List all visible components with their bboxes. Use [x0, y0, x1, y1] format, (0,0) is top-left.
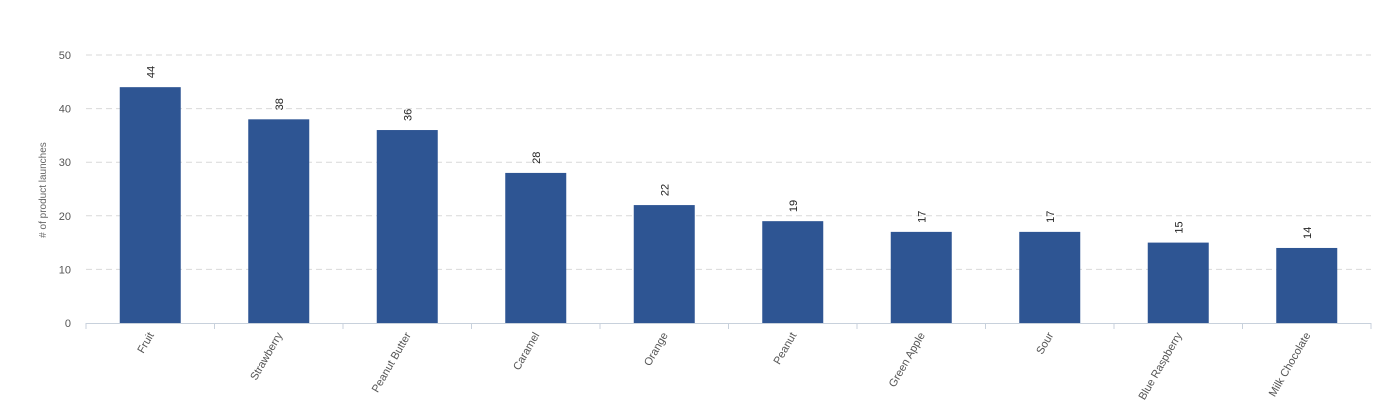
x-axis-tick-labels: Fruit Strawberry Peanut Butter Caramel Orang… [135, 330, 1313, 402]
data-label: 38 [274, 98, 286, 110]
data-label: 17 [916, 211, 928, 223]
x-tick-label: Orange [642, 331, 671, 369]
data-labels: 44 38 36 28 22 19 17 17 15 14 [145, 66, 1314, 239]
y-axis-tick-labels: 0 10 20 30 40 50 [59, 50, 71, 330]
bar [1019, 231, 1081, 323]
bar [1276, 247, 1338, 323]
data-label: 28 [531, 152, 543, 164]
bar [119, 87, 181, 323]
data-label: 14 [1302, 227, 1314, 239]
y-tick-label: 30 [59, 157, 71, 169]
x-tick-label: Sour [1034, 330, 1056, 356]
y-tick-label: 40 [59, 104, 71, 116]
x-tick-label: Green Apple [887, 331, 928, 390]
x-tick-label: Peanut Butter [370, 330, 414, 395]
y-axis-title: # of product launches [38, 142, 49, 238]
y-tick-label: 50 [59, 50, 71, 62]
x-tick-label: Fruit [135, 331, 156, 356]
x-tick-label: Peanut [772, 331, 800, 367]
y-tick-label: 20 [59, 211, 71, 223]
bar [505, 172, 567, 323]
bar [248, 119, 310, 323]
data-label: 22 [659, 184, 671, 196]
data-label: 36 [402, 109, 414, 121]
x-tick-label: Caramel [511, 331, 542, 373]
bar [1147, 242, 1209, 323]
data-label: 44 [145, 66, 157, 78]
x-tick-label: Strawberry [248, 330, 285, 382]
bar [890, 231, 952, 323]
data-label: 15 [1173, 221, 1185, 233]
x-tick-label: Milk Chocolate [1267, 331, 1313, 399]
bar [762, 221, 824, 323]
y-tick-label: 0 [65, 318, 71, 330]
x-axis [85, 323, 1372, 329]
x-tick-label: Blue Raspberry [1137, 330, 1186, 402]
y-tick-label: 10 [59, 264, 71, 276]
bars [119, 87, 1338, 323]
bar [633, 205, 695, 323]
data-label: 17 [1045, 211, 1057, 223]
bar [376, 130, 438, 323]
data-label: 19 [788, 200, 800, 212]
